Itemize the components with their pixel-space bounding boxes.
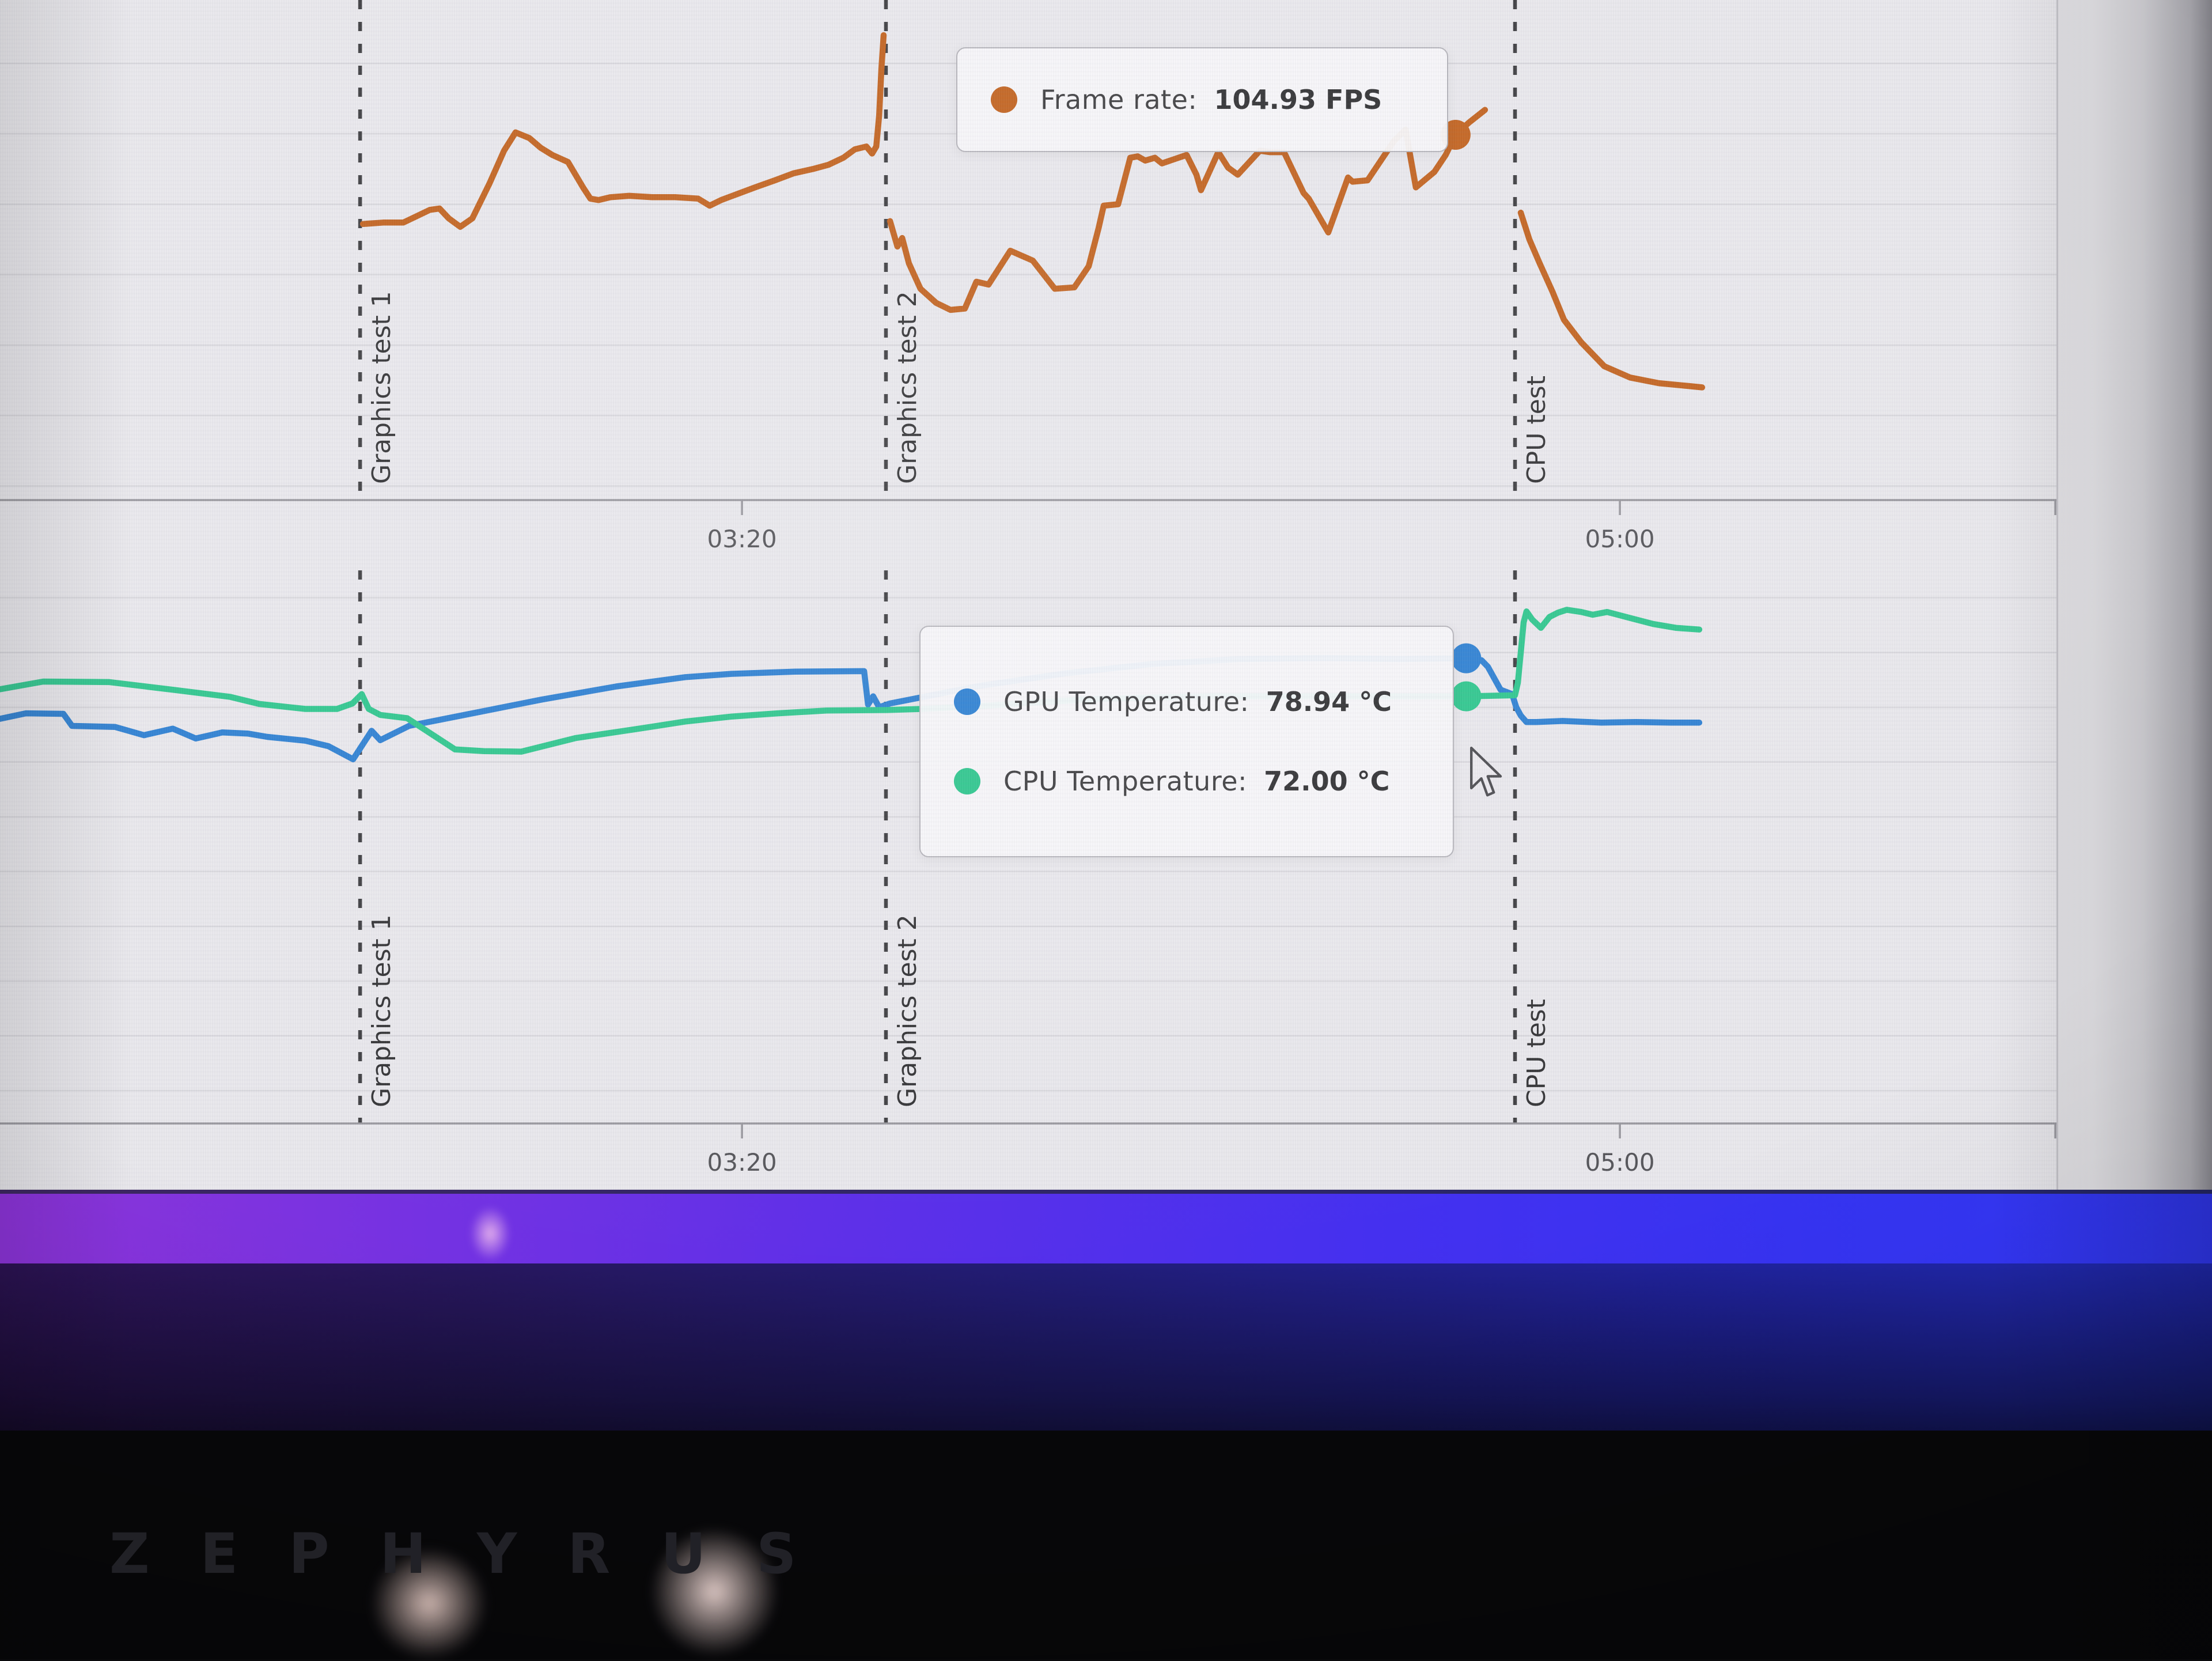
tooltip-row: GPU Temperature: 78.94 °C [954,686,1453,717]
frame-rate-chart[interactable]: Graphics test 1 Graphics test 2 CPU test 03… [0,0,2056,556]
mouse-cursor-icon [1470,746,1502,797]
temperature-tooltip: GPU Temperature: 78.94 °C CPU Temperatur… [919,626,1454,857]
frame-rate-line [359,32,887,230]
tooltip-row: CPU Temperature: 72.00 °C [954,766,1453,797]
x-axis-tick-label: 05:00 [1585,1148,1655,1176]
frame-rate-line [1517,209,1706,391]
test-marker-label: Graphics test 1 [367,291,396,484]
desktop-margin [2058,0,2212,1190]
gpu-temperature-legend-dot [954,688,980,715]
frame-rate-line [887,107,1488,313]
test-marker-label: Graphics test 1 [367,914,396,1107]
frame-rate-tooltip: Frame rate: 104.93 FPS [956,47,1448,152]
x-axis-tick-label: 03:20 [707,525,777,553]
test-marker-label: Graphics test 2 [893,291,922,484]
frame-rate-tooltip-value: 104.93 FPS [1214,84,1382,115]
wallpaper-strip-lower [0,1263,2212,1431]
x-axis-tick-label: 05:00 [1585,525,1655,553]
gpu-temperature-line [0,654,1703,763]
benchmark-monitor-window: Graphics test 1 Graphics test 2 CPU test 03… [0,0,2058,1190]
bezel-reflection [645,1523,783,1661]
screen-reflection-blob [469,1206,511,1261]
frame-rate-tooltip-label: Frame rate: [1040,84,1206,115]
test-marker-label: CPU test [1522,999,1551,1107]
temperature-chart[interactable]: Graphics test 1 Graphics test 2 CPU test 03… [0,570,2056,1190]
gpu-temperature-tooltip-label: GPU Temperature: [1003,686,1258,717]
cpu-temperature-legend-dot [954,768,980,794]
frame-rate-legend-dot [991,86,1017,113]
tooltip-row: Frame rate: 104.93 FPS [991,84,1447,115]
laptop-bezel: ZEPHYRUS [0,1431,2212,1661]
cpu-temperature-tooltip-value: 72.00 °C [1264,766,1390,797]
hovered-point-dot[interactable] [1451,643,1482,674]
bezel-logo-text: ZEPHYRUS [109,1522,847,1586]
bezel-reflection [369,1546,490,1661]
test-marker-label: Graphics test 2 [893,914,922,1107]
x-axis-tick-label: 03:20 [707,1148,777,1176]
wallpaper-strip [0,1190,2212,1263]
test-marker-label: CPU test [1522,376,1551,484]
hovered-point-dot[interactable] [1451,681,1482,712]
cpu-temperature-tooltip-label: CPU Temperature: [1003,766,1256,797]
gpu-temperature-tooltip-value: 78.94 °C [1266,686,1392,717]
